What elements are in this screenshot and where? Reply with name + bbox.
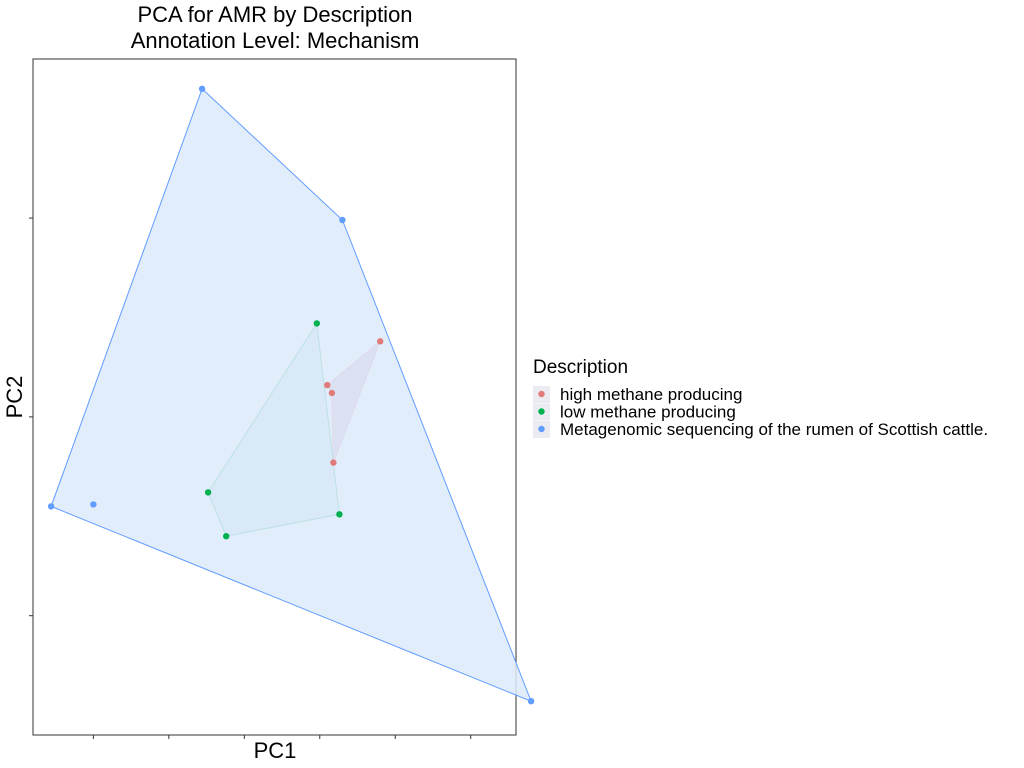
point-layer <box>47 85 535 705</box>
legend-title: Description <box>533 357 628 378</box>
point-series-2-2 <box>204 489 212 496</box>
chart-subtitle: Annotation Level: Mechanism <box>131 28 420 53</box>
point-series-2-4 <box>336 511 343 518</box>
hull-layer <box>50 87 532 703</box>
point-series-3-3 <box>198 85 206 93</box>
y-ticks <box>29 217 33 617</box>
point-series-1-4 <box>328 389 336 397</box>
point-series-3-2 <box>90 501 97 508</box>
point-series-2-3 <box>223 533 230 540</box>
point-series-2-1 <box>313 320 320 327</box>
y-axis-title: PC2 <box>2 376 27 419</box>
point-series-3-5 <box>527 698 535 705</box>
legend-key-3 <box>538 425 545 433</box>
chart-title: PCA for AMR by Description <box>137 2 412 27</box>
point-series-3-4 <box>339 216 346 224</box>
legend-key-1 <box>538 390 545 398</box>
point-series-1-3 <box>324 381 331 389</box>
point-series-1-1 <box>377 338 384 345</box>
point-series-1-2 <box>330 459 337 466</box>
x-ticks <box>92 735 472 739</box>
legend-label-3: Metagenomic sequencing of the rumen of S… <box>560 420 988 439</box>
legend-key-2 <box>538 408 545 415</box>
x-axis-title: PC1 <box>254 738 297 763</box>
point-series-3-1 <box>47 503 55 510</box>
legend-label-1: high methane producing <box>560 385 742 404</box>
legend-label-2: low methane producing <box>560 403 736 422</box>
